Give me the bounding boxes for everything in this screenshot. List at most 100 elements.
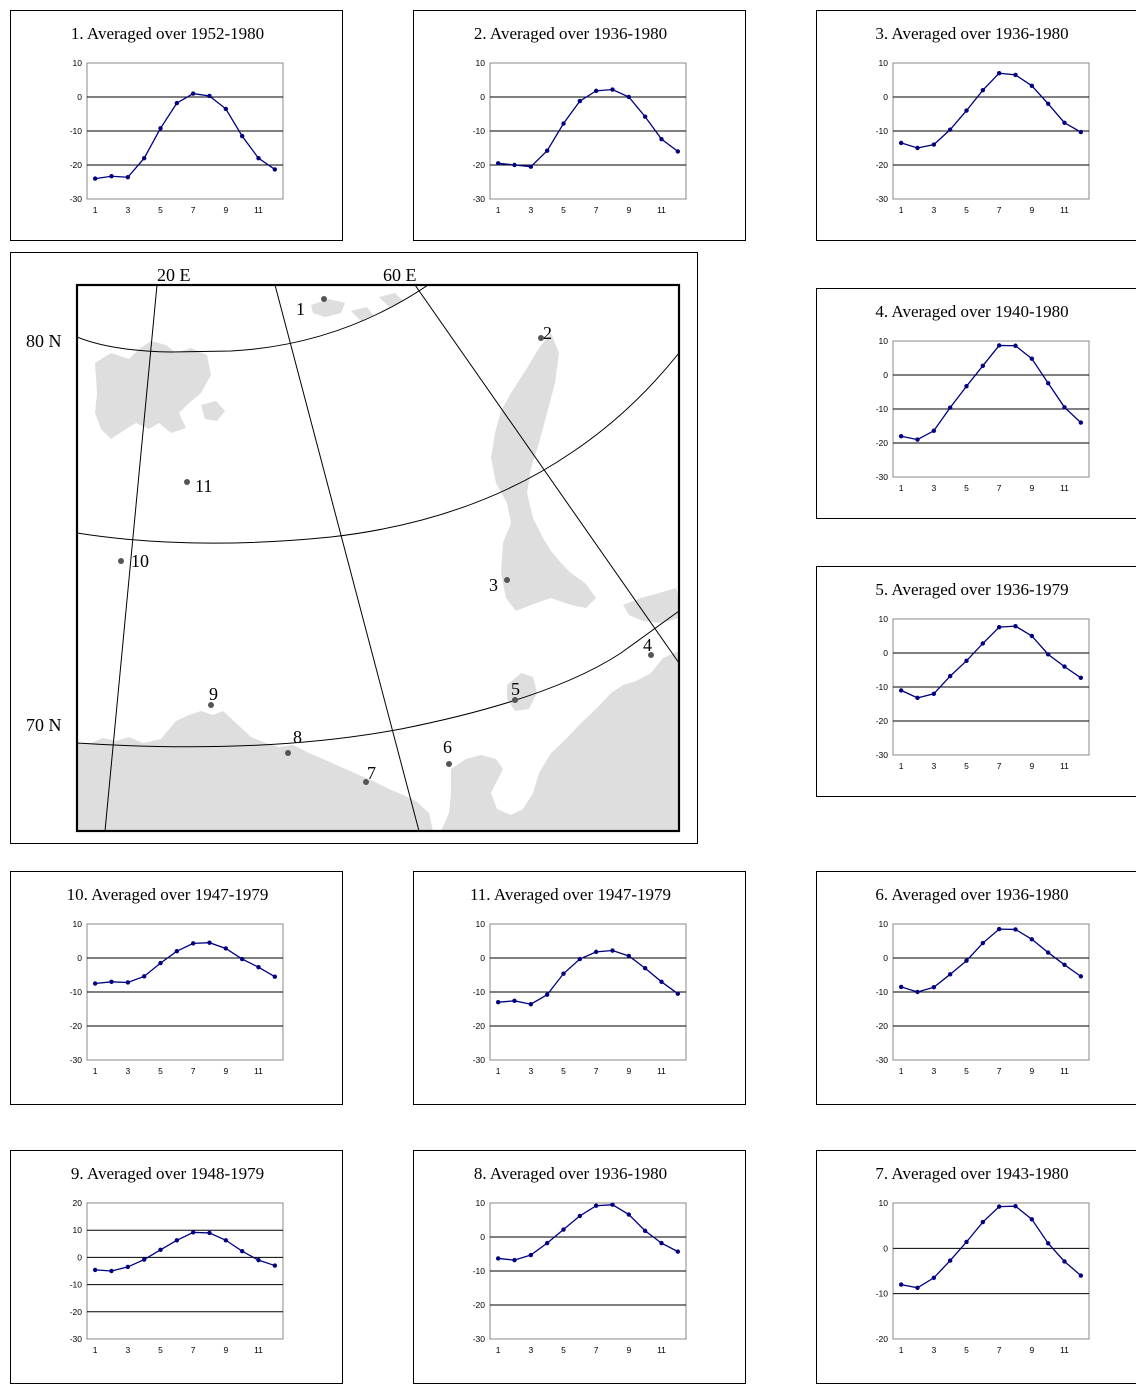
x-tick-label: 9	[1029, 1066, 1034, 1076]
data-point	[642, 114, 648, 119]
x-tick-label: 5	[964, 1066, 969, 1076]
y-tick-label: -20	[70, 1021, 83, 1031]
station-4-dot	[648, 652, 654, 658]
data-point	[593, 949, 599, 955]
y-tick-label: -30	[70, 1055, 83, 1065]
data-point	[239, 133, 245, 139]
data-point	[964, 108, 969, 113]
series-line	[95, 942, 276, 985]
y-tick-label: -10	[876, 404, 889, 414]
data-point	[223, 1238, 229, 1243]
lat-label-70n: 70 N	[26, 715, 62, 735]
data-point	[675, 1249, 681, 1254]
data-point	[931, 428, 937, 433]
data-point	[593, 1203, 599, 1208]
x-tick-label: 1	[899, 483, 904, 493]
chart-title: 4. Averaged over 1940-1980	[875, 302, 1068, 321]
y-tick-label: 0	[77, 953, 82, 963]
chart-svg: 8. Averaged over 1936-1980 10 0 -10 -20 -30 1 3…	[473, 1164, 687, 1355]
x-tick-label: 3	[125, 205, 130, 215]
data-point	[1078, 1273, 1084, 1278]
x-tick-label: 7	[997, 1066, 1002, 1076]
data-point	[642, 1228, 648, 1234]
chart-svg: 3. Averaged over 1936-1980 10 0 -10 -20 -30 1 3…	[875, 24, 1090, 215]
x-tick-label: 1	[93, 1345, 98, 1355]
plot-area	[892, 1202, 1090, 1340]
station-5-label: 5	[511, 679, 520, 699]
x-tick-label: 11	[1060, 205, 1069, 215]
data-point	[190, 91, 196, 96]
data-point	[223, 946, 229, 951]
x-tick-label: 9	[1029, 483, 1034, 493]
map-frame	[75, 283, 681, 833]
station-markers: 1 2 3 4 5 6 7 8 9 10 11	[118, 296, 654, 785]
x-tick-label: 1	[899, 205, 904, 215]
series-line	[498, 88, 679, 168]
data-point	[495, 161, 501, 166]
x-tick-label: 9	[1029, 205, 1034, 215]
x-tick-label: 11	[1060, 483, 1069, 493]
data-point	[528, 1252, 534, 1258]
data-point	[980, 940, 986, 946]
x-tick-label: 9	[1029, 1345, 1034, 1355]
x-tick-label: 7	[594, 205, 599, 215]
station-9-label: 9	[209, 684, 218, 704]
x-tick-label: 3	[528, 1066, 533, 1076]
data-point	[207, 93, 212, 99]
x-tick-label: 3	[528, 1345, 533, 1355]
x-tick-label: 3	[125, 1345, 130, 1355]
y-tick-label: 0	[480, 1232, 485, 1242]
data-point	[931, 1275, 937, 1280]
data-point	[207, 1230, 212, 1236]
x-tick-label: 5	[561, 205, 566, 215]
station-6-label: 6	[443, 737, 452, 757]
y-tick-label: -10	[473, 126, 486, 136]
y-tick-label: -30	[473, 1334, 486, 1344]
data-point	[1045, 950, 1051, 955]
y-tick-label: 10	[73, 919, 83, 929]
chart-title: 10. Averaged over 1947-1979	[67, 885, 269, 904]
x-tick-label: 11	[254, 1066, 263, 1076]
data-point	[577, 956, 583, 962]
data-point	[898, 140, 904, 146]
data-point	[544, 992, 550, 997]
data-point	[272, 974, 278, 979]
data-point	[1029, 1217, 1035, 1222]
y-tick-label: 10	[476, 919, 486, 929]
series-line	[900, 625, 1082, 699]
chart-panel-8: 8. Averaged over 1936-1980 10 0 -10 -20 -30 1 3…	[413, 1150, 746, 1384]
data-point	[109, 979, 114, 984]
y-tick-label: -30	[473, 1055, 486, 1065]
y-tick-label: 10	[879, 1198, 889, 1208]
data-point	[915, 989, 920, 995]
chart-svg: 7. Averaged over 1943-1980 10 0 -10 -20 1 3 5 7 9…	[875, 1164, 1090, 1355]
data-point	[158, 1247, 163, 1252]
station-9-dot	[208, 702, 214, 708]
x-tick-label: 11	[657, 205, 666, 215]
station-1-dot	[321, 296, 327, 302]
y-tick-label: 0	[77, 92, 82, 102]
data-point	[125, 980, 131, 985]
x-tick-label: 5	[561, 1345, 566, 1355]
data-point	[675, 991, 681, 996]
x-tick-label: 1	[496, 205, 501, 215]
data-point	[272, 1263, 278, 1268]
station-10-dot	[118, 558, 124, 564]
data-point	[947, 127, 953, 132]
data-point	[964, 658, 969, 664]
data-point	[1013, 1203, 1018, 1209]
station-5-dot	[512, 697, 518, 703]
data-point	[1029, 356, 1035, 361]
data-point	[610, 948, 615, 953]
y-tick-label: -10	[473, 987, 486, 997]
data-point	[931, 691, 937, 696]
y-tick-label: -10	[473, 1266, 486, 1276]
x-tick-label: 7	[594, 1066, 599, 1076]
y-tick-label: 0	[480, 92, 485, 102]
x-tick-label: 1	[496, 1345, 501, 1355]
y-tick-label: -30	[70, 194, 83, 204]
data-point	[561, 971, 566, 976]
chart-title: 2. Averaged over 1936-1980	[474, 24, 667, 43]
y-tick-label: -30	[876, 194, 889, 204]
chart-title: 7. Averaged over 1943-1980	[875, 1164, 1068, 1183]
